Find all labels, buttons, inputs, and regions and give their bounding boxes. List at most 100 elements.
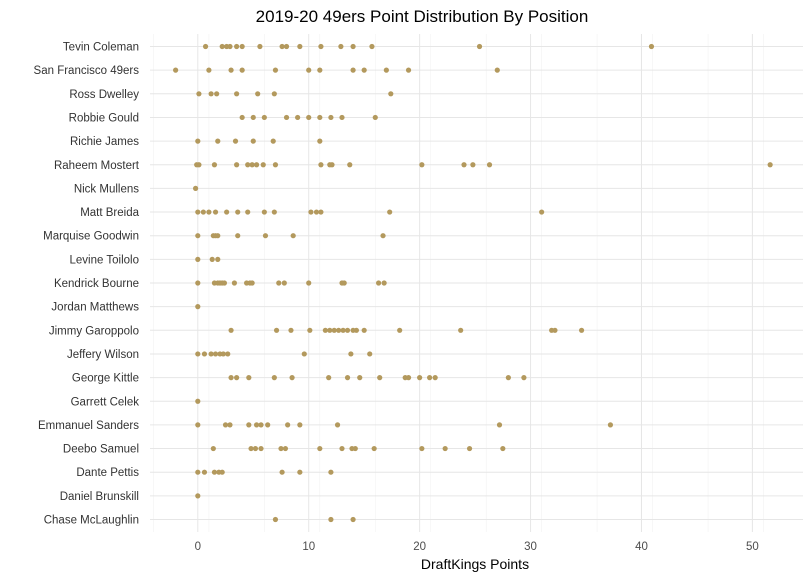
data-point	[279, 469, 285, 475]
data-point	[427, 375, 433, 381]
data-point	[224, 209, 230, 215]
data-point	[228, 67, 234, 73]
data-point	[200, 209, 206, 215]
data-point	[252, 445, 259, 452]
data-point	[272, 67, 279, 73]
data-point	[494, 67, 500, 73]
data-point	[258, 445, 264, 452]
y-tick-label: Chase McLaughlin	[44, 515, 139, 527]
data-point	[331, 327, 337, 333]
data-point	[405, 375, 412, 381]
data-point	[341, 280, 347, 286]
data-point	[195, 280, 201, 286]
data-point	[196, 162, 202, 168]
data-point	[307, 327, 313, 333]
data-point	[500, 445, 506, 452]
data-point	[245, 162, 251, 168]
data-point	[173, 67, 179, 73]
y-tick-label: Jeffery Wilson	[67, 349, 139, 361]
data-point	[195, 138, 201, 144]
data-point	[486, 162, 493, 168]
data-point	[282, 445, 289, 452]
data-point	[419, 445, 425, 452]
data-point	[466, 445, 473, 452]
data-point	[521, 375, 527, 381]
data-point	[212, 351, 219, 357]
data-point	[442, 445, 448, 452]
data-point	[338, 43, 344, 50]
data-point	[232, 138, 239, 144]
data-point	[397, 327, 403, 333]
data-point	[290, 233, 296, 239]
data-point	[219, 43, 225, 50]
data-point	[283, 43, 290, 50]
data-point	[347, 162, 353, 168]
data-point	[317, 114, 323, 121]
data-point	[208, 351, 214, 357]
data-point	[272, 516, 279, 523]
data-point	[578, 327, 585, 333]
data-point	[289, 375, 295, 381]
y-tick-label: Matt Breida	[80, 207, 139, 219]
y-tick-label: Deebo Samuel	[63, 444, 139, 456]
data-point	[196, 91, 202, 97]
x-axis-labels: 0 10 20 30 40 50	[195, 541, 759, 553]
data-point	[192, 185, 199, 191]
data-point	[405, 67, 412, 73]
data-point	[334, 422, 341, 428]
data-point	[210, 445, 216, 452]
data-point	[607, 422, 614, 428]
x-tick-label: 20	[413, 541, 426, 553]
y-axis-labels: Tevin Coleman San Francisco 49ers Ross Dwe…	[34, 42, 140, 527]
data-point	[340, 327, 346, 333]
data-point	[225, 351, 231, 357]
data-point	[222, 422, 229, 428]
data-point	[249, 162, 255, 168]
data-point	[249, 280, 255, 286]
data-point	[220, 351, 226, 357]
data-point	[361, 327, 367, 333]
y-tick-label: George Kittle	[72, 373, 139, 385]
data-point	[306, 114, 312, 121]
data-point	[344, 375, 351, 381]
y-tick-label: Ross Dwelley	[69, 89, 139, 101]
data-point	[297, 469, 303, 475]
data-point	[336, 327, 342, 333]
data-point	[329, 162, 335, 168]
data-point	[380, 233, 386, 239]
x-axis-title: DraftKings Points	[421, 556, 529, 572]
data-point	[239, 43, 245, 50]
data-point	[234, 375, 240, 381]
data-point	[195, 422, 201, 428]
y-tick-label: Raheem Mostert	[54, 160, 140, 172]
data-point	[369, 43, 375, 50]
data-point	[211, 162, 218, 168]
data-point	[246, 422, 252, 428]
data-point	[367, 351, 373, 357]
data-point	[271, 91, 277, 97]
data-point	[496, 422, 503, 428]
data-point	[209, 256, 215, 262]
data-point	[476, 43, 483, 50]
data-point	[201, 469, 208, 475]
data-point	[270, 138, 276, 144]
data-point	[215, 138, 221, 144]
data-point	[234, 91, 240, 97]
y-tick-label: Daniel Brunskill	[60, 491, 139, 503]
data-point	[297, 43, 303, 50]
data-point	[350, 67, 356, 73]
data-point	[245, 209, 251, 215]
data-point	[339, 445, 345, 452]
data-point	[227, 43, 233, 50]
data-point	[327, 327, 333, 333]
data-point	[295, 114, 301, 121]
data-point	[417, 375, 423, 381]
data-point	[313, 209, 320, 215]
x-tick-label: 0	[195, 541, 201, 553]
data-point	[195, 398, 201, 404]
data-point	[195, 493, 201, 499]
data-point	[273, 327, 280, 333]
data-point	[767, 162, 773, 168]
data-point	[253, 162, 260, 168]
